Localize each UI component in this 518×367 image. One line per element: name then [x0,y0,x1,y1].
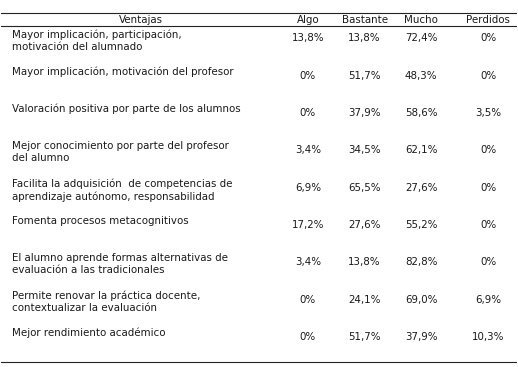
Text: 0%: 0% [300,108,316,118]
Text: 37,9%: 37,9% [405,332,438,342]
Text: 0%: 0% [300,71,316,81]
Text: 13,8%: 13,8% [292,33,324,43]
Text: 10,3%: 10,3% [472,332,505,342]
Text: 0%: 0% [480,145,496,155]
Text: 17,2%: 17,2% [292,220,324,230]
Text: 0%: 0% [480,183,496,193]
Text: Facilita la adquisición  de competencias de
aprendizaje autónomo, responsabilida: Facilita la adquisición de competencias … [12,178,232,202]
Text: 6,9%: 6,9% [295,183,321,193]
Text: Ventajas: Ventajas [119,15,163,25]
Text: Perdidos: Perdidos [466,15,510,25]
Text: 69,0%: 69,0% [405,295,438,305]
Text: 37,9%: 37,9% [348,108,381,118]
Text: 3,4%: 3,4% [295,257,321,267]
Text: Bastante: Bastante [341,15,387,25]
Text: 6,9%: 6,9% [475,295,501,305]
Text: 27,6%: 27,6% [349,220,381,230]
Text: Mucho: Mucho [405,15,438,25]
Text: Algo: Algo [297,15,319,25]
Text: 62,1%: 62,1% [405,145,438,155]
Text: Mayor implicación, participación,
motivación del alumnado: Mayor implicación, participación, motiva… [12,29,181,52]
Text: 0%: 0% [480,220,496,230]
Text: 51,7%: 51,7% [348,71,381,81]
Text: 34,5%: 34,5% [348,145,381,155]
Text: 65,5%: 65,5% [348,183,381,193]
Text: 0%: 0% [480,71,496,81]
Text: Valoración positiva por parte de los alumnos: Valoración positiva por parte de los alu… [12,104,240,114]
Text: 13,8%: 13,8% [348,257,381,267]
Text: 55,2%: 55,2% [405,220,438,230]
Text: 72,4%: 72,4% [405,33,438,43]
Text: 51,7%: 51,7% [348,332,381,342]
Text: 0%: 0% [480,257,496,267]
Text: 3,4%: 3,4% [295,145,321,155]
Text: 48,3%: 48,3% [405,71,438,81]
Text: 0%: 0% [480,33,496,43]
Text: 27,6%: 27,6% [405,183,438,193]
Text: Permite renovar la práctica docente,
contextualizar la evaluación: Permite renovar la práctica docente, con… [12,290,200,313]
Text: Mejor rendimiento académico: Mejor rendimiento académico [12,328,165,338]
Text: 0%: 0% [300,295,316,305]
Text: 24,1%: 24,1% [349,295,381,305]
Text: Mayor implicación, motivación del profesor: Mayor implicación, motivación del profes… [12,66,233,77]
Text: 3,5%: 3,5% [475,108,501,118]
Text: 58,6%: 58,6% [405,108,438,118]
Text: Fomenta procesos metacognitivos: Fomenta procesos metacognitivos [12,216,189,226]
Text: 0%: 0% [300,332,316,342]
Text: El alumno aprende formas alternativas de
evaluación a las tradicionales: El alumno aprende formas alternativas de… [12,253,228,275]
Text: 13,8%: 13,8% [348,33,381,43]
Text: 82,8%: 82,8% [405,257,438,267]
Text: Mejor conocimiento por parte del profesor
del alumno: Mejor conocimiento por parte del profeso… [12,141,228,163]
